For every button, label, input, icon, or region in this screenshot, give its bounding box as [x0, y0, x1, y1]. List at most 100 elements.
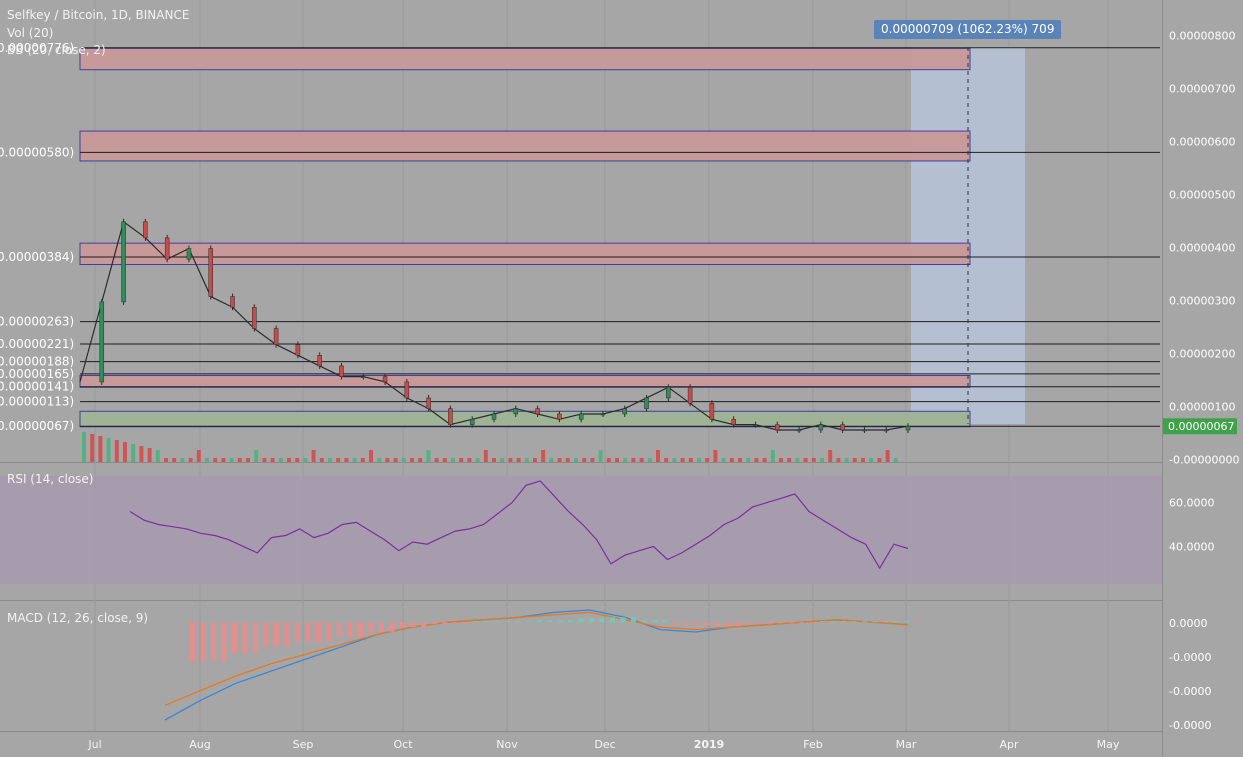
macd-histogram-bar [305, 622, 311, 642]
macd-histogram-bar [610, 617, 615, 623]
volume-bar [114, 440, 119, 462]
macd-histogram-bar [851, 621, 857, 623]
rsi-band [0, 476, 1162, 584]
volume-bar [442, 458, 447, 462]
volume-bar [377, 458, 382, 462]
volume-bar [803, 458, 808, 462]
volume-bar [467, 458, 472, 462]
volume-bar [795, 458, 800, 462]
macd-histogram-bar [715, 622, 720, 627]
level-label: 0.00000221) [0, 337, 74, 351]
volume-bar [565, 458, 570, 462]
volume-bar [672, 458, 677, 462]
candle-body [796, 429, 802, 432]
volume-bar [139, 446, 144, 462]
candle-body [883, 429, 889, 432]
candle-body [578, 413, 584, 420]
macd-histogram-bar [746, 622, 752, 625]
volume-bar [623, 458, 628, 462]
x-tick-label: Apr [999, 738, 1019, 751]
macd-histogram-bar [599, 618, 605, 623]
macd-histogram-bar [673, 622, 678, 626]
macd-tick-label: -0.0000 [1169, 685, 1211, 698]
volume-bar [164, 458, 168, 462]
volume-bar [787, 458, 792, 462]
volume-bar [861, 458, 865, 462]
candle-body [426, 397, 431, 409]
volume-bar [393, 458, 398, 462]
volume-bar [459, 458, 464, 462]
rsi-legend[interactable]: RSI (14, close) [7, 472, 94, 486]
macd-histogram-bar [484, 621, 489, 623]
volume-bar [180, 458, 185, 462]
symbol-title[interactable]: Selfkey / Bitcoin, 1D, BINANCE [7, 8, 190, 22]
candle-body [840, 424, 845, 431]
volume-bar [155, 450, 160, 462]
level-label: 0.00000188) [0, 355, 74, 369]
macd-histogram-bar [368, 622, 374, 632]
x-tick-label: May [1097, 738, 1120, 751]
volume-bar [508, 458, 513, 462]
volume-bar [360, 458, 365, 462]
candle-body [818, 424, 824, 431]
x-tick-label: Jul [87, 738, 101, 751]
macd-histogram-bar [767, 622, 773, 625]
macd-legend[interactable]: MACD (12, 26, close, 9) [7, 611, 149, 625]
macd-histogram-bar [872, 621, 878, 623]
volume-bar [770, 450, 775, 462]
volume-bar [705, 458, 710, 462]
bollinger-legend[interactable]: BB (20, close, 2) [7, 43, 106, 57]
volume-bar [287, 458, 291, 462]
volume-bar [369, 450, 373, 462]
macd-histogram-bar [820, 621, 825, 623]
macd-histogram-bar [568, 620, 573, 623]
macd-histogram-bar [526, 621, 531, 623]
volume-bar [779, 458, 783, 462]
volume-bar [811, 458, 816, 462]
volume-bar [738, 458, 742, 462]
x-tick-label: Sep [293, 738, 314, 751]
candle-body [535, 408, 540, 415]
volume-bar [893, 458, 898, 462]
macd-histogram-bar [494, 621, 500, 623]
macd-histogram-bar [410, 622, 416, 628]
macd-histogram-bar [221, 622, 227, 662]
last-price-badge [1163, 418, 1237, 435]
volume-bar [533, 458, 537, 462]
macd-histogram-bar [631, 617, 636, 623]
volume-bar [344, 458, 349, 462]
volume-bar [196, 450, 201, 462]
volume-bar [246, 458, 250, 462]
macd-tick-label: -0.0000 [1169, 719, 1211, 732]
volume-bar [844, 458, 849, 462]
y-tick-label: 0.00000500 [1169, 189, 1235, 202]
macd-tick-label: -0.0000 [1169, 651, 1211, 664]
macd-histogram-bar [683, 622, 689, 626]
level-label: 0.00000165) [0, 367, 74, 381]
macd-histogram-bar [830, 621, 836, 623]
candle-body [731, 419, 736, 425]
macd-histogram-bar [421, 622, 426, 628]
macd-histogram-bar [694, 622, 699, 626]
rsi-tick-label: 40.0000 [1169, 540, 1215, 553]
volume-bar [836, 458, 841, 462]
y-tick-label: 0.00000200 [1169, 348, 1235, 361]
macd-histogram-bar [295, 622, 300, 642]
price-zone [79, 130, 971, 162]
volume-bar [549, 458, 554, 462]
y-tick-label: 0.00000400 [1169, 242, 1235, 255]
macd-histogram-bar [841, 621, 846, 623]
candle-body [273, 328, 279, 345]
measure-label: 0.00000709 (1062.23%) 709 [874, 20, 1062, 39]
x-tick-label: Mar [896, 738, 917, 751]
macd-histogram-bar [442, 622, 447, 625]
x-tick-label: Oct [393, 738, 413, 751]
volume-bar [410, 458, 414, 462]
level-label: 0.00000141) [0, 380, 74, 394]
y-tick-label: 0.00000800 [1169, 30, 1235, 43]
macd-histogram-bar [389, 622, 395, 632]
macd-histogram-bar [242, 622, 248, 654]
volume-legend[interactable]: Vol (20) [7, 26, 54, 40]
candle-body [709, 403, 715, 420]
